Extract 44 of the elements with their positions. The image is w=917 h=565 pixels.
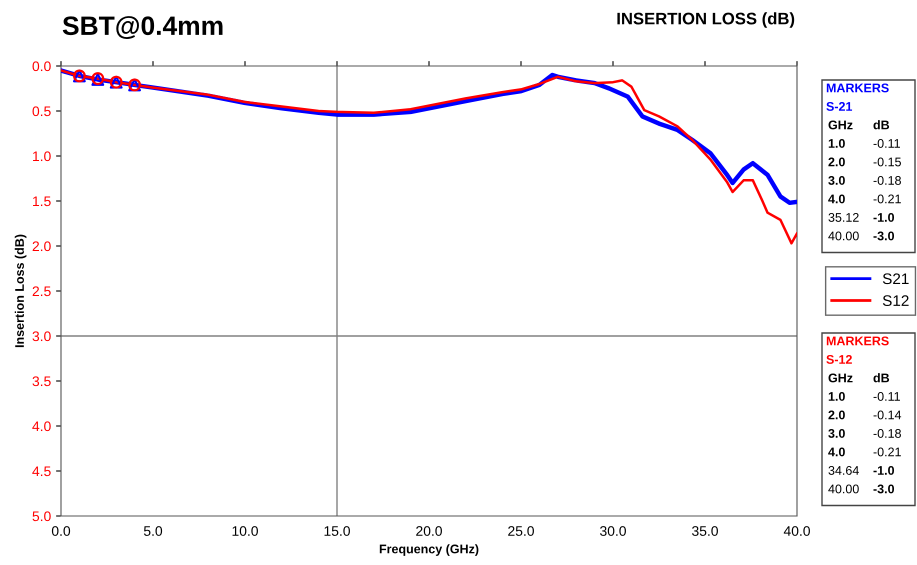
text: 4.0 -0.21: [828, 448, 901, 456]
x-tick-label: 5.0: [144, 526, 162, 536]
text: 34.64 -1.0: [828, 466, 894, 475]
x-tick-label: 25.0: [508, 526, 534, 536]
legend-label: S12: [882, 295, 909, 306]
text: 1.0 -0.11: [828, 139, 900, 148]
x-tick-label: 40.0: [784, 526, 810, 536]
text: 40.00 -3.0: [828, 232, 894, 240]
text: 1.0 -0.11: [828, 392, 900, 401]
text: S-21: [826, 102, 852, 111]
text: GHz dB: [828, 373, 890, 382]
text: MARKERS: [826, 84, 889, 92]
y-tick-label: 4.5: [32, 466, 51, 476]
x-axis-title: Frequency (GHz): [380, 544, 478, 556]
y-tick-label: 2.0: [32, 241, 51, 252]
y-tick-label: 0.5: [32, 106, 51, 116]
x-tick-label: 10.0: [232, 526, 258, 536]
x-tick-label: 30.0: [600, 526, 626, 536]
x-tick-label: 0.0: [52, 526, 70, 536]
chart-title: SBT@0.4mm: [62, 16, 222, 39]
y-tick-label: 1.5: [33, 196, 51, 206]
text: 3.0 -0.18: [828, 429, 901, 438]
legend-label: S21: [882, 273, 909, 284]
x-tick-label: 35.0: [692, 526, 718, 536]
text: GHz dB: [828, 120, 890, 130]
y-tick-label: 0.0: [32, 61, 51, 72]
x-tick-label: 20.0: [416, 526, 442, 536]
y-tick-label: 3.5: [32, 376, 51, 386]
text: MARKERS: [826, 336, 889, 346]
y-tick-label: 4.0: [32, 421, 51, 432]
text: 2.0 -0.14: [828, 410, 902, 420]
chart-subtitle: INSERTION LOSS (dB): [617, 12, 794, 28]
text: 2.0 -0.15: [828, 158, 901, 166]
y-tick-label: 5.0: [32, 511, 51, 522]
text: 40.00 -3.0: [828, 484, 894, 494]
x-tick-label: 15.0: [324, 526, 350, 536]
y-tick-label: 3.0: [32, 331, 51, 342]
y-axis-title: Insertion Loss (dB): [14, 234, 26, 348]
y-tick-label: 1.0: [33, 151, 51, 162]
text: 3.0 -0.18: [828, 176, 901, 185]
text: 4.0 -0.21: [828, 194, 901, 204]
text: S-12: [826, 355, 852, 364]
y-tick-label: 2.5: [32, 286, 51, 296]
text: 35.12 -1.0: [828, 213, 894, 222]
